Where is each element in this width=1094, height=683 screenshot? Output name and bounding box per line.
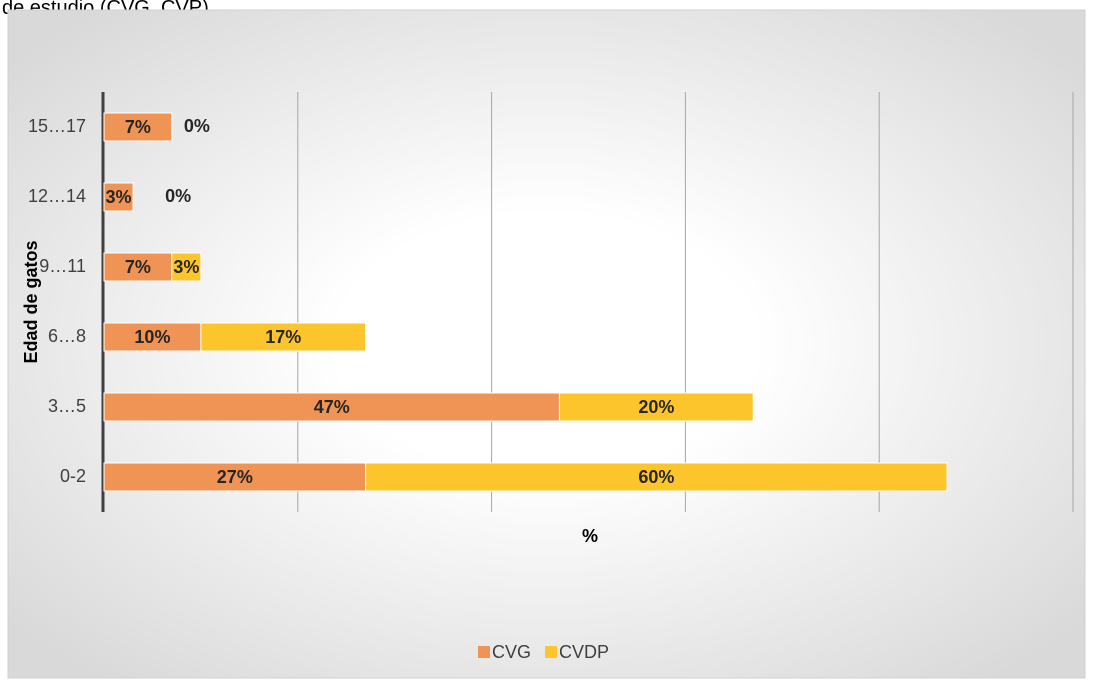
y-tick-label: 12…14: [28, 186, 86, 206]
data-label: 20%: [638, 397, 674, 417]
bar: [103, 322, 202, 352]
bar: [200, 322, 367, 352]
data-label: 10%: [134, 327, 170, 347]
bar: [558, 392, 754, 422]
bar: [171, 252, 202, 282]
data-label: 0%: [184, 116, 210, 136]
data-label: 3%: [106, 187, 132, 207]
y-tick-label: 3…5: [48, 396, 86, 416]
legend-label: CVDP: [559, 642, 609, 662]
data-label: 0%: [165, 186, 191, 206]
y-tick-label: 9…11: [39, 256, 86, 276]
y-tick-label: 6…8: [48, 326, 86, 346]
y-tick-label: 15…17: [28, 116, 86, 136]
y-tick-label: 0-2: [60, 466, 86, 486]
data-label: 7%: [125, 117, 151, 137]
data-label: 7%: [125, 257, 151, 277]
x-axis-label: %: [582, 526, 598, 546]
legend-swatch: [545, 646, 558, 658]
data-label: 47%: [314, 397, 350, 417]
data-label: 60%: [638, 467, 674, 487]
y-axis-label: Edad de gatos: [21, 240, 41, 363]
legend-label: CVG: [492, 642, 531, 662]
bar: [103, 392, 560, 422]
bar: [365, 462, 948, 492]
data-label: 17%: [265, 327, 301, 347]
bar: [103, 112, 173, 142]
data-label: 3%: [173, 257, 199, 277]
legend-swatch: [478, 646, 490, 658]
data-label: 27%: [217, 467, 253, 487]
bar: [103, 182, 134, 212]
bar: [103, 252, 173, 282]
